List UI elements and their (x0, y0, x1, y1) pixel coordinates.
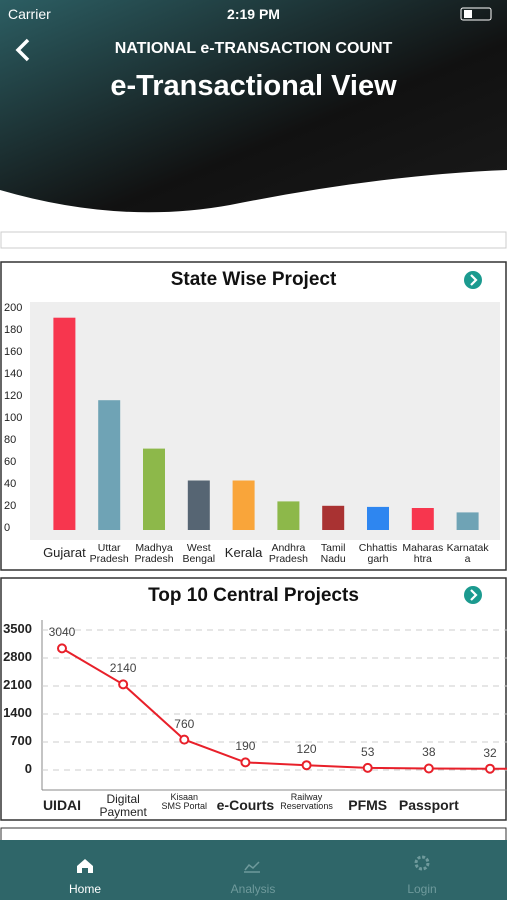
value-label: 2140 (109, 661, 137, 676)
y-tick-label: 2100 (3, 677, 32, 692)
analysis-icon (244, 861, 260, 873)
point (301, 760, 312, 771)
y-tick-label: 0 (4, 522, 11, 534)
tab-home[interactable]: Home (68, 882, 101, 896)
y-tick-label: 2800 (3, 649, 32, 664)
x-tick-label: Karnatak a (446, 542, 489, 566)
y-tick-label: 140 (4, 368, 23, 380)
header-subtitle: NATIONAL e-TRANSACTION COUNT (114, 40, 393, 57)
bar (456, 512, 479, 530)
y-tick-label: 3500 (3, 621, 32, 636)
point (118, 679, 129, 690)
x-tick-label: Digital Payment (99, 792, 147, 819)
arrow (470, 589, 478, 601)
login-icon (414, 855, 430, 871)
header-title: e-Transactional View (110, 70, 397, 102)
point (485, 763, 495, 774)
x-tick-label: Kerala (224, 545, 263, 560)
chart-title: State Wise Project (170, 269, 337, 290)
back-button[interactable] (15, 38, 30, 62)
y-tick-label: 180 (4, 324, 23, 336)
value-label: 3040 (48, 625, 76, 640)
tab-analysis[interactable]: Analysis (230, 882, 276, 896)
x-tick-label: Tamil Nadu (320, 542, 346, 566)
point (240, 757, 251, 768)
x-tick-label: West Bengal (182, 542, 216, 566)
x-tick-label: Uttar Pradesh (89, 542, 129, 566)
y-tick-label: 40 (4, 478, 17, 490)
bar (367, 506, 389, 530)
bar (411, 508, 434, 530)
battery (460, 7, 492, 21)
bar (277, 501, 300, 530)
more-button[interactable] (464, 271, 482, 289)
y-tick-label: 1400 (3, 705, 32, 720)
bar (187, 480, 210, 530)
point (362, 762, 373, 773)
y-tick-label: 60 (4, 456, 17, 468)
point (179, 734, 190, 745)
card-top (0, 231, 507, 249)
header-bg (0, 0, 507, 213)
x-tick-label: Maharas htra (402, 542, 444, 566)
chart-title: Top 10 Central Projects (148, 585, 359, 606)
x-tick-label: Andhra Pradesh (268, 542, 308, 566)
value-label: 120 (296, 742, 317, 757)
x-tick-label: Gujarat (43, 545, 86, 560)
value-label: 760 (174, 716, 195, 731)
x-tick-label: Kisaan SMS Portal (161, 792, 208, 812)
value-label: 190 (235, 739, 256, 754)
y-tick-label: 20 (4, 500, 17, 512)
bar (232, 480, 255, 530)
y-tick-label: 200 (4, 302, 23, 314)
bar (143, 448, 165, 530)
y-tick-label: 100 (4, 412, 23, 424)
value-label: 53 (361, 744, 375, 759)
value-label: 32 (483, 745, 497, 760)
tab-login[interactable]: Login (407, 882, 437, 896)
x-tick-label: UIDAI (42, 797, 82, 813)
x-tick-label: Railway Reservations (280, 792, 333, 812)
tab-bar (0, 840, 507, 900)
y-tick-label: 0 (24, 761, 32, 776)
battery-level (464, 10, 472, 18)
x-tick-label: Madhya Pradesh (134, 542, 174, 566)
home-icon (77, 859, 93, 873)
y-tick-label: 120 (4, 390, 23, 402)
bar (322, 505, 345, 530)
y-tick-label: 700 (10, 733, 32, 748)
arrow (470, 274, 478, 286)
x-tick-label: PFMS (348, 797, 388, 813)
card (0, 577, 507, 821)
x-tick-label: Passport (398, 797, 459, 813)
x-tick-label: Chhattis garh (358, 542, 398, 566)
point (57, 643, 67, 654)
x-tick-label: e-Courts (216, 797, 275, 813)
carrier: Carrier (8, 6, 51, 22)
time: 2:19 PM (227, 6, 280, 22)
more-button[interactable] (464, 586, 482, 604)
bar (53, 317, 76, 530)
point (423, 763, 434, 774)
value-label: 38 (422, 745, 436, 760)
y-tick-label: 160 (4, 346, 23, 358)
y-tick-label: 80 (4, 434, 17, 446)
bar (98, 400, 121, 530)
